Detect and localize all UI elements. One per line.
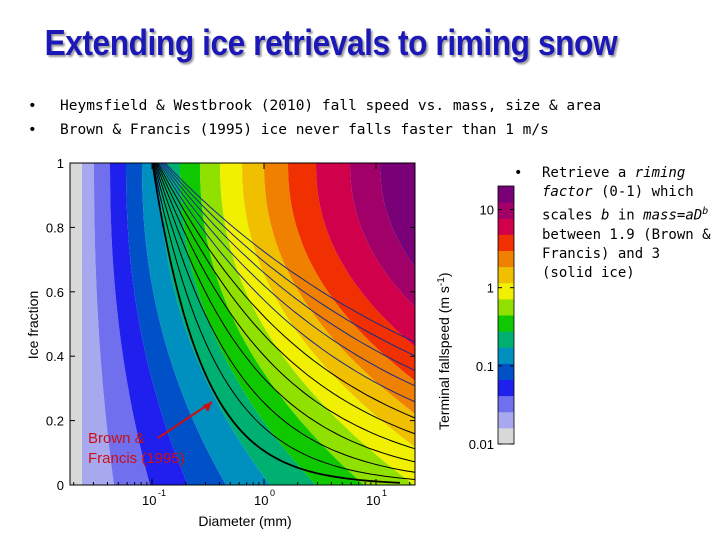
color-band (110, 163, 188, 485)
colorbar-cell (498, 395, 514, 413)
side-text-em: mass=aD (643, 207, 703, 224)
side-text-em: riming factor (542, 165, 686, 200)
colorbar-cell (498, 202, 514, 219)
y-tick-label: 1 (57, 156, 64, 171)
side-text-part: between 1.9 (Brown & Francis) and 3 (sol… (542, 226, 711, 281)
bullet-text-2: Brown & Francis (1995) ice never falls f… (60, 122, 549, 138)
colorbar-cell (498, 363, 514, 380)
colorbar-label: Terminal fallspeed (m s-1) (436, 272, 452, 430)
bullet-item-2: • Brown & Francis (1995) ice never falls … (28, 118, 601, 142)
y-tick-label: 0.2 (46, 414, 64, 429)
color-band (242, 163, 415, 448)
riming-curve (159, 163, 415, 387)
colorbar-cell (498, 250, 514, 268)
side-text-part: Retrieve a (542, 165, 635, 181)
annotation-line-1: Brown & (88, 430, 145, 447)
x-tick-label: 10 (142, 493, 156, 508)
riming-curve (164, 163, 415, 343)
riming-curve (162, 163, 415, 357)
colorbar-tick-label: 0.01 (469, 437, 494, 452)
colorbar-cell (498, 315, 514, 332)
riming-curve (154, 163, 415, 463)
colorbar-cell (498, 331, 514, 348)
colorbar-cell (498, 186, 514, 203)
colorbar-label-sup: -1 (436, 277, 447, 286)
annotation-arrow (157, 401, 213, 439)
riming-curve (157, 163, 415, 419)
color-band (220, 163, 415, 485)
color-band (70, 163, 82, 485)
y-axis-label: Ice fraction (25, 291, 41, 359)
colorbar-cell (498, 427, 514, 445)
bullet-dot: • (28, 122, 37, 138)
x-tick-exponent: -1 (158, 488, 166, 498)
colorbar-ticks: 10 1 0.1 0.01 (469, 203, 514, 452)
colorbar-cells (498, 186, 514, 445)
bullet-text-1: Heymsfield & Westbrook (2010) fall speed… (60, 98, 602, 114)
colorbar-cell (498, 298, 514, 316)
riming-curve (161, 163, 415, 372)
side-note: • Retrieve a riming factor (0-1) which s… (514, 164, 714, 283)
color-band (82, 163, 114, 485)
colorbar-label-end: ) (436, 272, 452, 277)
bullet-list: • Heymsfield & Westbrook (2010) fall spee… (28, 94, 601, 142)
color-band (180, 163, 364, 485)
annotation: Brown & Francis (1995) (88, 401, 213, 467)
side-text-sup: b (702, 206, 709, 217)
side-text-part: in (609, 207, 644, 224)
colorbar-frame (497, 185, 515, 445)
colorbar-tick-label: 1 (487, 281, 494, 296)
colorbar-tick-label: 10 (480, 203, 494, 218)
x-tick-label: 10 (254, 493, 268, 508)
annotation-line-2: Francis (1995) (88, 450, 185, 467)
colorbar-cell (498, 218, 514, 235)
color-band (200, 163, 414, 485)
riming-curve (153, 163, 415, 473)
riming-curve (158, 163, 415, 403)
y-tick-label: 0.6 (46, 285, 64, 300)
colorbar-cell (498, 379, 514, 397)
y-tick-label: 0.4 (46, 349, 64, 364)
colorbar-cell (498, 234, 514, 251)
color-band (380, 163, 415, 268)
side-text-em: b (601, 207, 610, 224)
colorbar-cell (498, 266, 514, 284)
plot-frame (69, 162, 416, 486)
bullet-dot: • (514, 165, 523, 181)
color-band (316, 163, 415, 347)
curve-layer (151, 163, 415, 484)
colorbar-cell (498, 411, 514, 429)
x-tick-exponent: 1 (382, 488, 387, 498)
colorbar-cell (498, 347, 514, 364)
bullet-item-1: • Heymsfield & Westbrook (2010) fall spee… (28, 94, 601, 118)
slide-title: Extending ice retrievals to riming snow (44, 22, 618, 63)
colorbar-tick-label: 0.1 (476, 359, 494, 374)
color-band (126, 163, 226, 485)
riming-curve (151, 163, 401, 484)
bullet-dot: • (28, 98, 37, 114)
riming-curve (155, 163, 415, 450)
y-tick-label: 0 (57, 478, 64, 493)
colorbar-cell (498, 282, 514, 300)
riming-curve (156, 163, 415, 435)
band-layer (70, 163, 415, 485)
annotation-arrowhead (203, 402, 212, 412)
color-band (142, 163, 270, 485)
y-tick-label: 0.8 (46, 220, 64, 235)
x-tick-label: 10 (366, 493, 380, 508)
colorbar-label-main: Terminal fallspeed (m s (436, 286, 452, 430)
side-text-part: (0-1) which scales (542, 184, 694, 224)
x-axis-label: Diameter (mm) (198, 513, 291, 529)
x-tick-exponent: 0 (270, 488, 275, 498)
riming-curve (152, 163, 415, 481)
side-note-text: Retrieve a riming factor (0-1) which sca… (542, 164, 714, 283)
colorbar: 10 1 0.1 0.01 Terminal fallspeed (m s-1) (436, 185, 515, 452)
color-band (350, 163, 415, 308)
color-band (94, 163, 150, 485)
